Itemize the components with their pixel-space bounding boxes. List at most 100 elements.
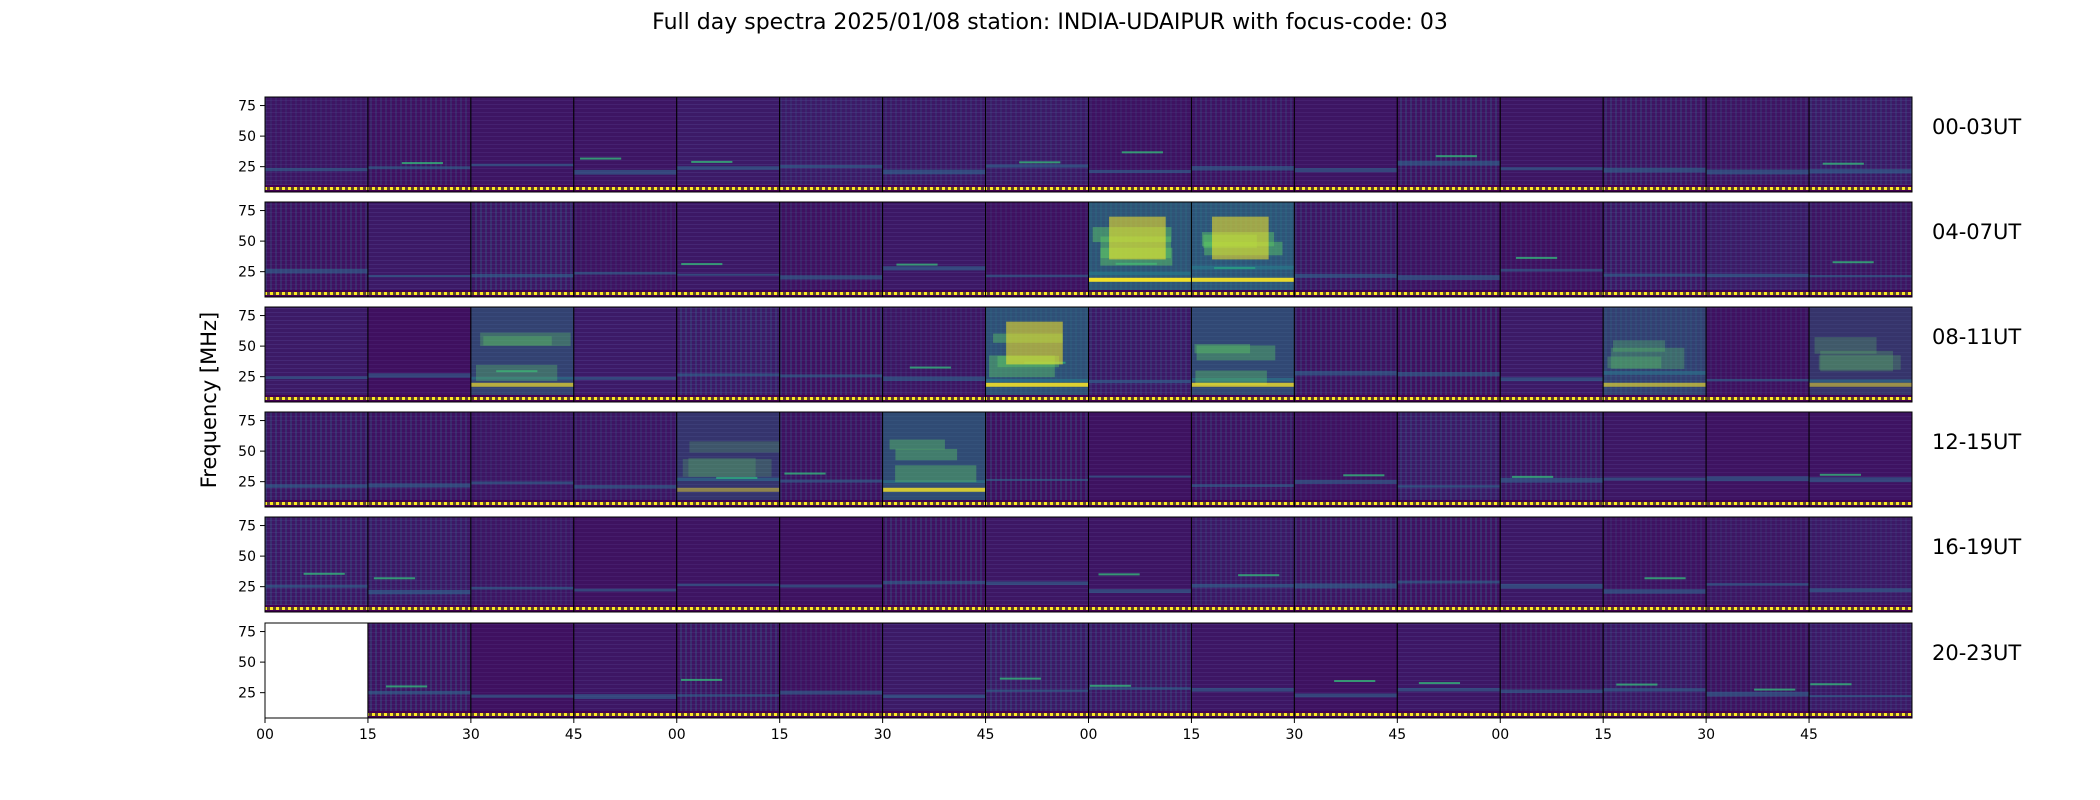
spectrum-panel <box>1088 622 1192 719</box>
spectrum-panel <box>1088 306 1192 403</box>
spectrum-panel <box>1396 622 1501 719</box>
x-tick-label: 00 <box>256 727 274 743</box>
spectrum-panel <box>1705 201 1810 298</box>
spectrum-panel <box>1088 96 1192 193</box>
x-tick-label: 15 <box>771 727 789 743</box>
spectrum-panel <box>1808 516 1913 613</box>
y-tick-label: 75 <box>238 99 256 115</box>
spectrum-panel <box>1396 306 1501 403</box>
row-label: 00-03UT <box>1932 115 2021 139</box>
spectrum-panel <box>264 96 369 193</box>
y-tick-label: 75 <box>238 204 256 220</box>
x-tick-label: 00 <box>1080 727 1098 743</box>
spectrum-panel <box>882 411 987 508</box>
y-tick-label: 75 <box>238 414 256 430</box>
spectrum-panel <box>676 201 781 298</box>
y-tick-label: 25 <box>238 160 256 176</box>
spectrum-panel <box>1293 96 1398 193</box>
row-label: 12-15UT <box>1932 430 2021 454</box>
spectrum-panel <box>1499 622 1604 719</box>
spectrum-panel <box>779 516 884 613</box>
spectrum-panel <box>1088 201 1192 298</box>
spectrum-panel <box>367 96 472 193</box>
spectrum-panel <box>676 516 781 613</box>
spectrum-panel <box>264 516 369 613</box>
spectrum-panel <box>1602 96 1707 193</box>
y-tick-label: 75 <box>238 309 256 325</box>
spectrum-panel <box>1396 201 1501 298</box>
row-label: 16-19UT <box>1932 535 2021 559</box>
spectrum-panel <box>1602 411 1707 508</box>
x-tick-label: 45 <box>977 727 995 743</box>
spectrum-panel <box>264 306 369 403</box>
spectrum-panel <box>1499 411 1604 508</box>
spectrum-panel <box>367 516 472 613</box>
spectrum-panel <box>676 306 781 403</box>
spectrum-panel <box>1396 516 1501 613</box>
spectrum-panel <box>470 622 575 719</box>
x-tick-label: 30 <box>1285 727 1303 743</box>
spectrum-panel <box>1602 201 1707 298</box>
spectrum-panel <box>264 201 369 298</box>
x-tick-label: 15 <box>1594 727 1612 743</box>
spectrum-panel <box>1705 411 1810 508</box>
spectrum-panel <box>985 622 1089 719</box>
row-label: 04-07UT <box>1932 220 2021 244</box>
y-tick-label: 50 <box>238 129 256 145</box>
spectrum-panel <box>470 201 575 298</box>
spectrum-panel <box>779 201 884 298</box>
y-tick-label: 25 <box>238 475 256 491</box>
chart-title: Full day spectra 2025/01/08 station: IND… <box>652 10 1448 35</box>
x-tick-label: 30 <box>462 727 480 743</box>
spectrum-panel <box>573 622 678 719</box>
spectrum-panel <box>367 306 472 403</box>
spectrum-panel <box>1190 201 1295 298</box>
spectrum-panel <box>779 411 884 508</box>
x-tick-label: 00 <box>1491 727 1509 743</box>
spectrum-panel <box>1190 411 1295 508</box>
spectrum-panel <box>573 516 678 613</box>
spectrum-panel <box>985 411 1089 508</box>
y-tick-label: 50 <box>238 549 256 565</box>
spectrum-panel <box>1190 306 1295 403</box>
spectrum-panel <box>1396 411 1501 508</box>
spectrum-panel <box>779 96 884 193</box>
spectrum-panel <box>367 201 472 298</box>
spectra-row-04-07UT: 04-07UT 25 50 75 <box>238 201 2021 298</box>
spectrum-panel <box>1190 622 1295 719</box>
spectrum-panel <box>1190 516 1295 613</box>
y-tick-label: 50 <box>238 444 256 460</box>
spectrum-panel <box>367 622 472 719</box>
spectrum-panel <box>1602 306 1707 403</box>
spectra-row-20-23UT: 20-23UT 25 50 75 <box>238 622 2021 719</box>
x-tick-label: 15 <box>1183 727 1201 743</box>
spectrum-panel <box>1499 306 1604 403</box>
spectrum-panel <box>1396 96 1501 193</box>
spectrum-panel <box>1293 201 1398 298</box>
spectrum-panel <box>1808 622 1913 719</box>
spectrum-panel <box>573 96 678 193</box>
spectrum-panel <box>1705 622 1810 719</box>
x-tick-label: 15 <box>359 727 377 743</box>
spectrum-panel <box>676 411 781 508</box>
spectra-row-08-11UT: 08-11UT 25 50 75 <box>238 306 2021 403</box>
x-tick-label: 45 <box>1388 727 1406 743</box>
y-tick-label: 25 <box>238 370 256 386</box>
spectrum-panel <box>1808 306 1913 403</box>
spectrum-panel <box>1088 516 1192 613</box>
spectrum-panel <box>676 96 781 193</box>
spectrum-panel <box>985 96 1089 193</box>
spectrum-panel <box>470 411 575 508</box>
row-label: 20-23UT <box>1932 641 2021 665</box>
y-tick-label: 25 <box>238 265 256 281</box>
spectrum-panel <box>1190 96 1295 193</box>
spectrum-panel <box>1293 306 1398 403</box>
spectrum-panel <box>367 411 472 508</box>
x-tick-label: 45 <box>565 727 583 743</box>
spectrum-panel <box>1293 411 1398 508</box>
spectrum-panel <box>264 622 369 719</box>
spectrum-panel <box>779 306 884 403</box>
spectrum-panel <box>882 96 987 193</box>
spectrum-panel <box>882 306 987 403</box>
spectrum-panel <box>1293 516 1398 613</box>
